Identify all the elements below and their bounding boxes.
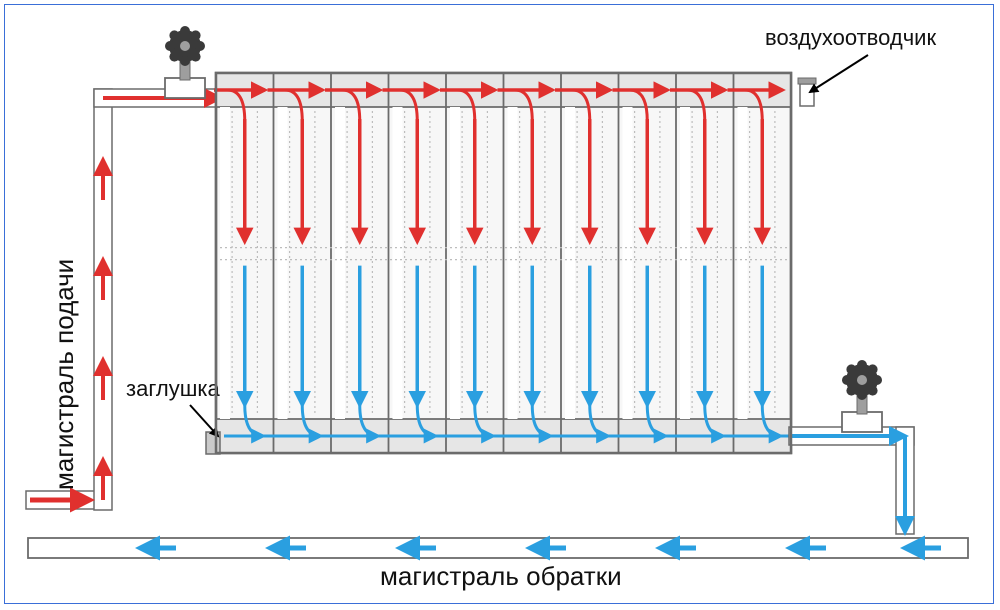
supply-main-label: магистраль подачи	[49, 259, 79, 490]
air-vent	[800, 84, 814, 106]
return-main-label: магистраль обратки	[380, 561, 622, 591]
radiator-diagram: магистраль подачи магистраль обратки возду…	[0, 0, 1000, 610]
valve-handle-icon	[842, 360, 882, 400]
plug-label: заглушка	[126, 376, 220, 401]
valve-handle-icon	[165, 26, 205, 66]
air-vent-label: воздухоотводчик	[765, 25, 936, 50]
